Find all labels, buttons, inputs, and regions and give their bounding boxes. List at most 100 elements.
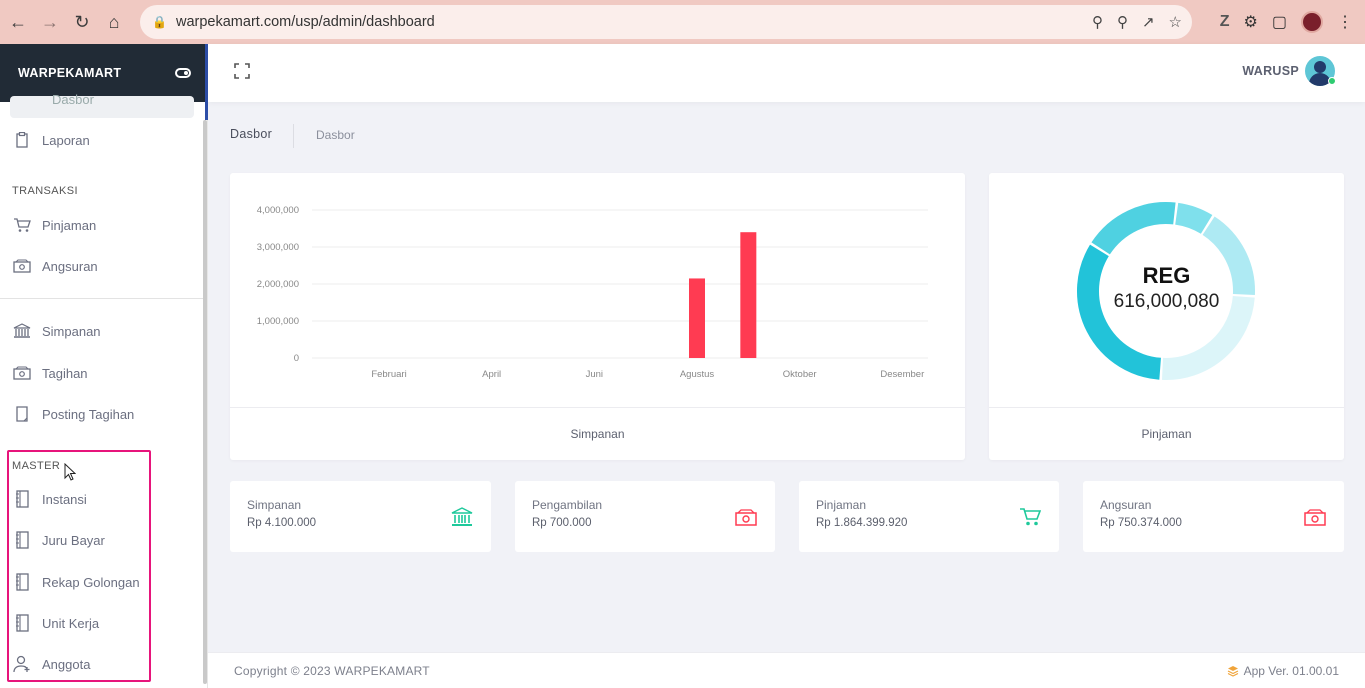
y-tick-label: 0 xyxy=(294,353,299,364)
simpanan-chart-card: 0 1,000,000 2,000,000 3,000,000 4,000,000 Feb… xyxy=(230,173,965,460)
mouse-cursor-icon xyxy=(64,463,76,481)
address-bar[interactable]: 🔒 warpekamart.com/usp/admin/dashboard ⚲ … xyxy=(140,5,1192,39)
stat-card-pengambilan[interactable]: Pengambilan Rp 700.000 xyxy=(515,481,775,552)
key-icon[interactable]: ⚲ xyxy=(1091,14,1103,31)
url-text[interactable]: warpekamart.com/usp/admin/dashboard xyxy=(176,14,435,30)
cart-icon xyxy=(12,216,32,234)
stat-label: Angsuran xyxy=(1100,498,1152,512)
stat-value: Rp 1.864.399.920 xyxy=(816,517,908,529)
sidebar-item-instansi[interactable]: Instansi xyxy=(12,487,87,511)
sidebar-item-unit-kerja[interactable]: Unit Kerja xyxy=(12,611,99,635)
extension-z-icon[interactable]: Z xyxy=(1219,13,1230,30)
breadcrumb-divider xyxy=(293,124,294,148)
sidebar-item-pinjaman[interactable]: Pinjaman xyxy=(12,213,96,237)
cart-icon xyxy=(1020,508,1041,526)
sidebar-item-angsuran[interactable]: Angsuran xyxy=(12,254,98,278)
browser-toolbar: ← → ↻ ⌂ 🔒 warpekamart.com/usp/admin/dash… xyxy=(0,0,1365,44)
stat-card-simpanan[interactable]: Simpanan Rp 4.100.000 xyxy=(230,481,491,552)
stat-value: Rp 4.100.000 xyxy=(247,517,317,529)
sidebar-item-label: Juru Bayar xyxy=(42,532,105,548)
star-icon[interactable]: ☆ xyxy=(1168,14,1182,31)
sidebar-item-label: Pinjaman xyxy=(42,217,97,233)
sidebar-item-label: Dasbor xyxy=(52,92,94,107)
sidebar-item-rekap-golongan[interactable]: Rekap Golongan xyxy=(12,570,140,594)
donut-slice[interactable] xyxy=(1174,202,1213,235)
back-icon[interactable]: ← xyxy=(9,11,27,32)
y-tick-label: 3,000,000 xyxy=(257,242,299,253)
sidebar-item-tagihan[interactable]: Tagihan xyxy=(12,361,88,385)
sidebar-item-dasbor[interactable]: Dasbor xyxy=(10,92,194,118)
pinjaman-chart-card: REG 616,000,080 Pinjaman xyxy=(989,173,1344,460)
zoom-icon[interactable]: ⚲ xyxy=(1116,14,1128,31)
menu-icon[interactable]: ⋮ xyxy=(1337,14,1353,31)
stat-card-angsuran[interactable]: Angsuran Rp 750.374.000 xyxy=(1083,481,1344,552)
sidebar-item-label: Anggota xyxy=(42,656,91,672)
x-tick-label: April xyxy=(482,369,501,380)
stat-label: Pinjaman xyxy=(816,498,867,512)
sidebar-item-label: Posting Tagihan xyxy=(42,406,135,422)
stat-label: Pengambilan xyxy=(532,498,603,512)
sidebar-item-label: Simpanan xyxy=(42,323,101,339)
section-master: MASTER xyxy=(12,460,61,472)
sidebar-item-label: Angsuran xyxy=(42,258,98,274)
donut-slice[interactable] xyxy=(1162,295,1255,380)
donut-center-label: REG xyxy=(1142,263,1191,288)
reload-icon[interactable]: ↻ xyxy=(74,11,90,32)
chart-footer: Pinjaman xyxy=(989,407,1344,460)
page-title: Dasbor xyxy=(230,127,273,141)
notebook-icon xyxy=(12,573,32,591)
sidebar-item-label: Rekap Golongan xyxy=(42,574,140,590)
highlight-box xyxy=(7,450,151,682)
sidepanel-icon[interactable]: ▢ xyxy=(1271,14,1287,31)
x-tick-label: Februari xyxy=(371,369,406,380)
y-tick-label: 1,000,000 xyxy=(257,316,299,327)
username[interactable]: WARUSP xyxy=(1242,64,1299,78)
notebook-icon xyxy=(12,614,32,632)
x-tick-label: Oktober xyxy=(783,369,817,380)
topbar: WARUSP xyxy=(208,44,1365,102)
bank-icon xyxy=(12,322,32,340)
bar[interactable] xyxy=(689,278,705,358)
bar[interactable] xyxy=(740,232,757,358)
online-status-dot xyxy=(1328,77,1336,85)
breadcrumb[interactable]: Dasbor xyxy=(316,128,355,142)
share-icon[interactable]: ↗ xyxy=(1141,14,1155,31)
add-user-icon xyxy=(12,655,32,673)
bar-chart: 0 1,000,000 2,000,000 3,000,000 4,000,000 Feb… xyxy=(257,205,928,380)
sidebar-toggle-icon[interactable] xyxy=(175,68,191,78)
donut-chart xyxy=(1077,202,1255,380)
home-icon[interactable]: ⌂ xyxy=(108,11,120,32)
fullscreen-icon[interactable] xyxy=(234,63,250,79)
sidebar-item-label: Tagihan xyxy=(42,365,88,381)
sidebar-item-simpanan[interactable]: Simpanan xyxy=(12,319,101,343)
y-tick-label: 4,000,000 xyxy=(257,205,299,216)
y-tick-label: 2,000,000 xyxy=(257,279,299,290)
document-icon xyxy=(12,405,32,423)
sidebar: WARPEKAMART Dasbor Laporan TRANSAKSI Pin… xyxy=(0,44,208,688)
sidebar-item-anggota[interactable]: Anggota xyxy=(12,652,90,676)
copyright-text: Copyright © 2023 WARPEKAMART xyxy=(234,664,430,678)
sidebar-item-posting-tagihan[interactable]: Posting Tagihan xyxy=(12,402,134,426)
profile-avatar[interactable] xyxy=(1301,11,1323,33)
sidebar-header: WARPEKAMART xyxy=(0,44,207,102)
layers-icon xyxy=(1227,666,1238,677)
donut-slice[interactable] xyxy=(1202,216,1255,295)
forward-icon[interactable]: → xyxy=(41,11,59,32)
donut-slice[interactable] xyxy=(1077,244,1162,380)
app-version-text: App Ver. 01.00.01 xyxy=(1243,664,1339,678)
money-icon xyxy=(1304,509,1326,526)
sidebar-item-label: Laporan xyxy=(42,132,90,148)
sidebar-scrollbar[interactable] xyxy=(203,120,207,684)
puzzle-icon[interactable]: ⚙ xyxy=(1243,14,1258,31)
brand-name[interactable]: WARPEKAMART xyxy=(18,66,122,80)
sidebar-item-juru-bayar[interactable]: Juru Bayar xyxy=(12,528,105,552)
stat-label: Simpanan xyxy=(247,498,302,512)
donut-slice[interactable] xyxy=(1091,202,1176,255)
sidebar-menu: Dasbor Laporan TRANSAKSI Pinjaman Angsur… xyxy=(0,93,207,688)
money-icon xyxy=(735,509,757,526)
stat-value: Rp 700.000 xyxy=(532,517,592,529)
sidebar-item-laporan[interactable]: Laporan xyxy=(12,128,90,152)
sidebar-item-label: Instansi xyxy=(42,491,87,507)
donut-center-value: 616,000,080 xyxy=(1113,291,1220,312)
stat-card-pinjaman[interactable]: Pinjaman Rp 1.864.399.920 xyxy=(799,481,1059,552)
